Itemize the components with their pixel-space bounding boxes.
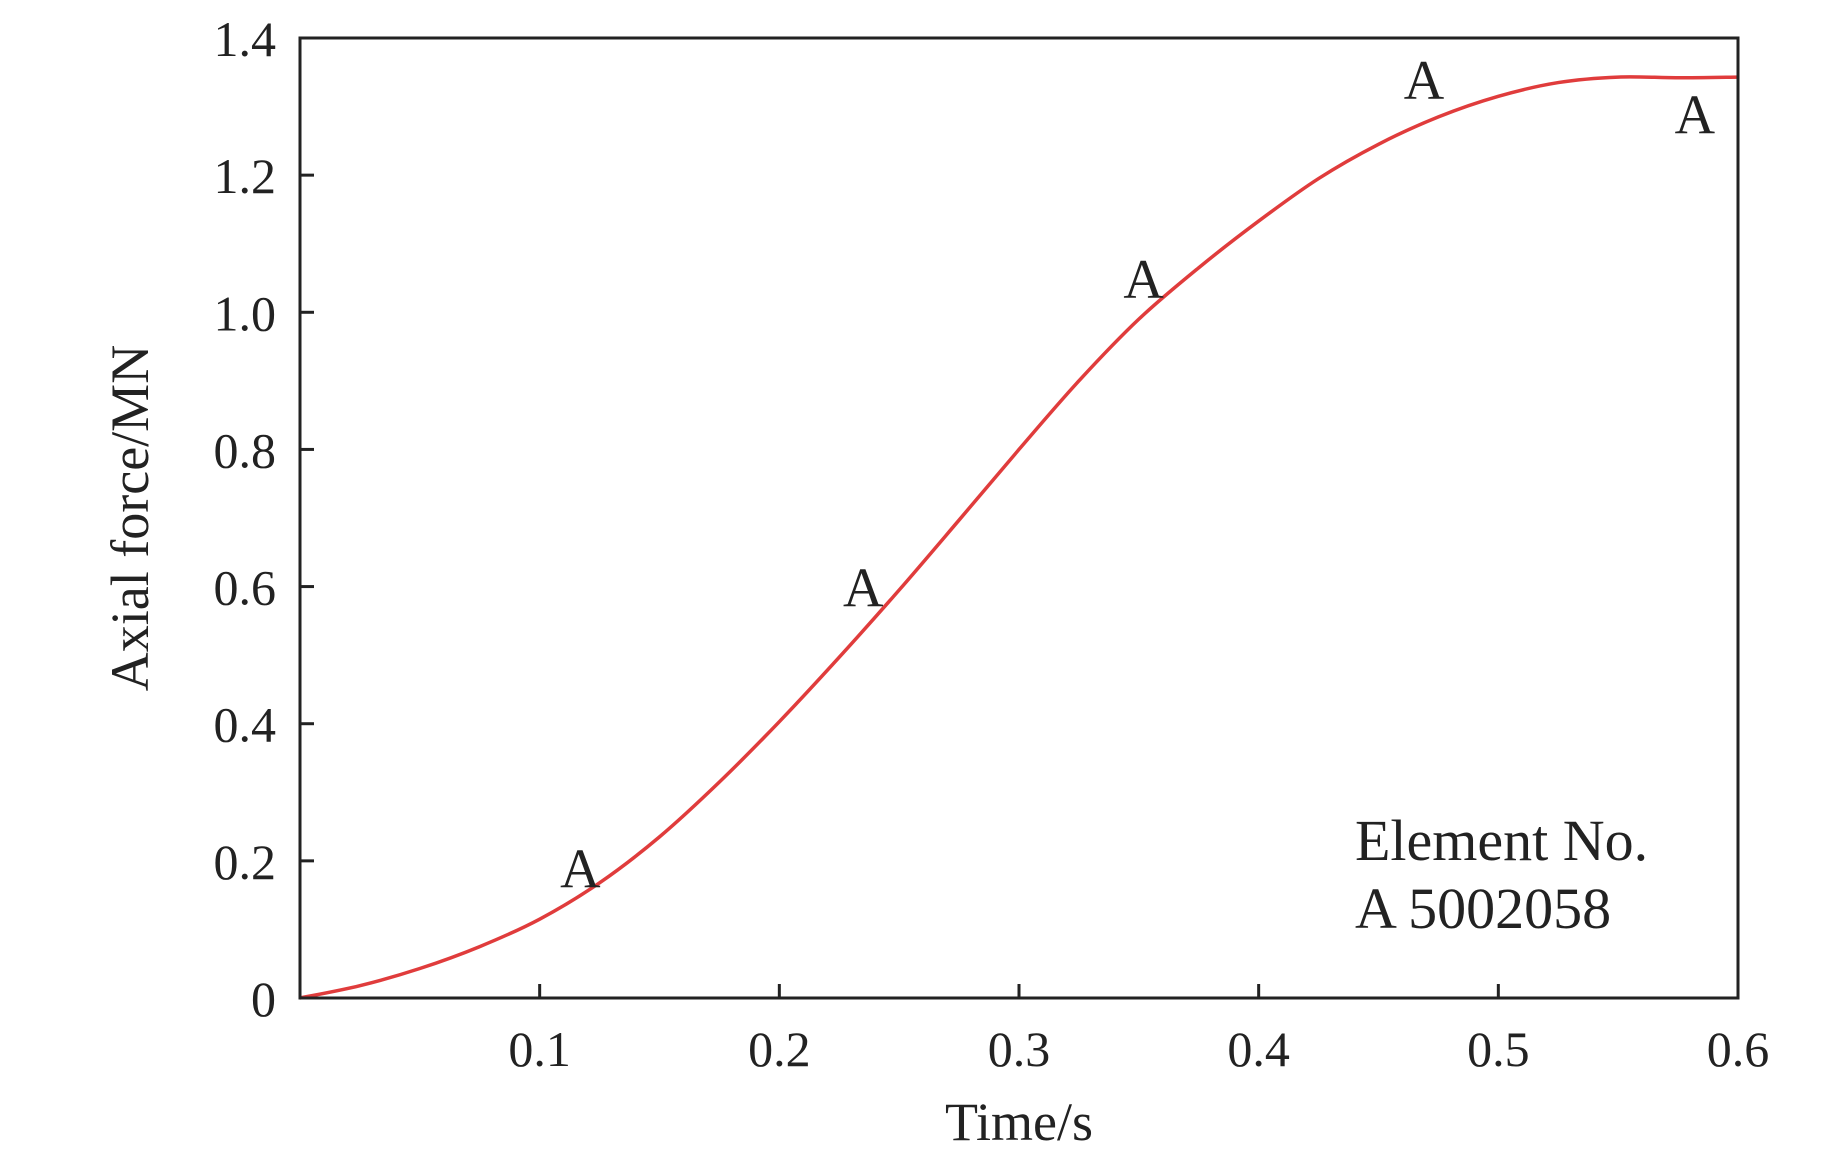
x-tick-label: 0.2	[748, 1021, 811, 1077]
y-axis-title: Axial force/MN	[100, 345, 160, 691]
series-marker-label: A	[1123, 249, 1164, 311]
x-tick-label: 0.5	[1467, 1021, 1530, 1077]
y-tick-label: 0.6	[214, 560, 277, 616]
plot-area-frame	[298, 36, 1740, 1000]
x-tick-label: 0.4	[1227, 1021, 1290, 1077]
y-axis-ticks: 0 0.2 0.4 0.6 0.8 1.0 1.2 1.4	[214, 11, 314, 1027]
y-tick-label: 0.2	[214, 834, 277, 890]
y-tick-label: 1.0	[214, 285, 277, 341]
y-tick-label: 0.4	[214, 697, 277, 753]
series-marker-label: A	[1675, 84, 1716, 146]
x-tick-label: 0.6	[1707, 1021, 1770, 1077]
series-marker-label: A	[843, 558, 884, 620]
x-axis-ticks: 0.1 0.2 0.3 0.4 0.5 0.6	[508, 984, 1769, 1077]
series-marker-label: A	[560, 839, 601, 901]
y-tick-label: 0	[251, 971, 276, 1027]
series-line	[299, 75, 1739, 1000]
element-number-value: A 5002058	[1355, 876, 1611, 941]
y-tick-label: 1.4	[214, 11, 277, 67]
marker-labels: A A A A A	[560, 50, 1715, 901]
y-tick-label: 1.2	[214, 148, 277, 204]
y-tick-label: 0.8	[214, 422, 277, 478]
element-number-label: Element No.	[1355, 808, 1648, 873]
series-marker-label: A	[1404, 50, 1445, 112]
x-tick-label: 0.3	[988, 1021, 1051, 1077]
x-tick-label: 0.1	[508, 1021, 571, 1077]
series-layer	[299, 75, 1739, 1000]
x-axis-title: Time/s	[945, 1092, 1093, 1152]
